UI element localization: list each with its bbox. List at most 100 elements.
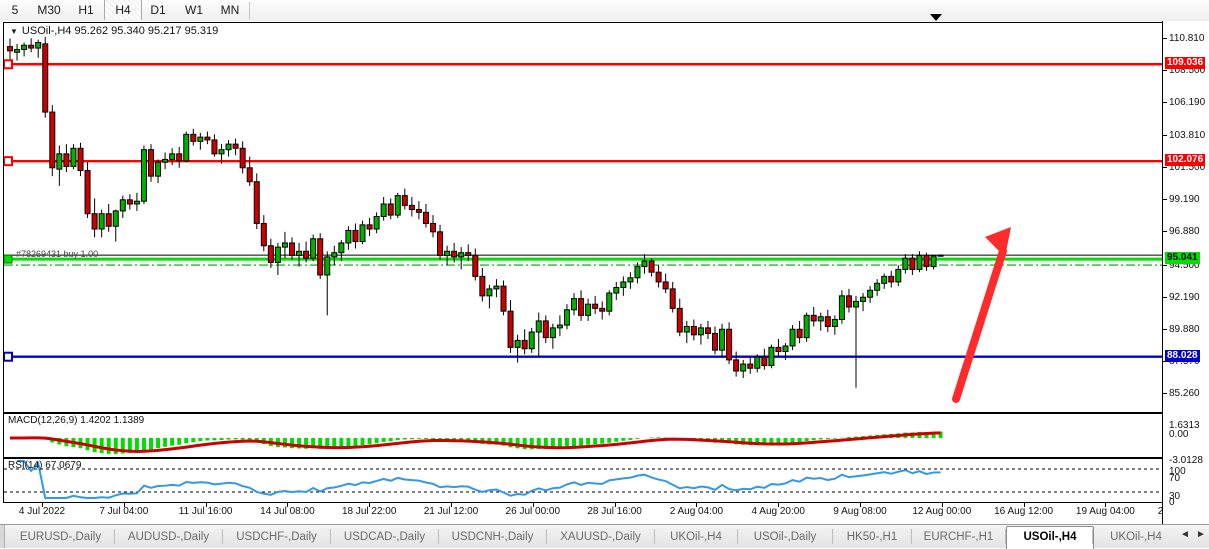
quote-header-text: USOil-,H4 95.262 95.340 95.217 95.319 (21, 25, 219, 37)
price-tick: 92.190 (1163, 292, 1209, 304)
macd-tick: 0.00 (1163, 429, 1209, 441)
time-tick (1105, 503, 1107, 507)
chart-tab-audusd-daily[interactable]: AUDUSD-,Daily (127, 531, 210, 543)
price-level-badge-red[interactable]: 102.076 (1165, 154, 1206, 167)
chart-tab-ukoil-h4[interactable]: UKOil-,H4 (670, 531, 722, 543)
tab-scroll-prev-icon[interactable]: ◄ (1180, 529, 1190, 540)
rsi-tick: 70 (1163, 473, 1209, 485)
chart-tab-usdchf-daily[interactable]: USDCHF-,Daily (236, 531, 317, 543)
macd-tick: -3.0128 (1163, 455, 1209, 467)
chart-tab-ukoil-h4[interactable]: UKOil-,H4 (1110, 531, 1162, 543)
time-tick-label: 11 Jul 16:00 (178, 506, 233, 517)
tab-divider (222, 529, 223, 544)
price-tick: 85.260 (1163, 388, 1209, 400)
rsi-tick: 30 (1163, 491, 1209, 503)
timeframe-5[interactable]: 5 (11, 3, 19, 17)
price-level-badge-green[interactable]: 95.041 (1165, 252, 1200, 265)
timeframe-h4[interactable]: H4 (104, 0, 142, 20)
time-tick (205, 503, 207, 507)
time-tick-label: 9 Aug 08:00 (833, 506, 887, 517)
chart-tab-usdcad-daily[interactable]: USDCAD-,Daily (343, 531, 426, 543)
price-tick: 99.190 (1163, 194, 1209, 206)
time-tick (778, 503, 780, 507)
time-axis: 4 Jul 2022 7 Jul 04:00 11 Jul 16:00 14 Jul … (6, 502, 1209, 524)
rsi-tick: 0 (1163, 497, 1209, 509)
price-tick-label: 110.810 (1169, 32, 1205, 44)
time-tick (614, 503, 616, 507)
rsi-pane[interactable]: RSI(14) 67.0679 (3, 458, 1163, 503)
rsi-tick-label: 30 (1169, 491, 1181, 502)
price-tick-label: 92.190 (1169, 291, 1200, 303)
toolbar-divider (249, 2, 250, 19)
price-scale[interactable]: 110.810 108.500 106.190 103.810 101.500 99.19… (1162, 21, 1209, 525)
macd-tick: 1.6313 (1163, 420, 1209, 432)
chart-tab-hk50-h1[interactable]: HK50-,H1 (846, 531, 898, 543)
price-tick-label: 99.190 (1169, 194, 1200, 206)
time-tick (451, 503, 452, 507)
timeframe-mn[interactable]: MN (220, 3, 240, 17)
time-tick (860, 503, 861, 507)
chart-tab-eurchf-h1[interactable]: EURCHF-,H1 (923, 531, 994, 543)
time-tick-label: 14 Jul 08:00 (260, 506, 315, 517)
timeframe-h1[interactable]: H1 (78, 3, 94, 17)
price-pane[interactable]: #78269431 buy 1.00 ▼ USOil-,H4 95.262 95.… (3, 22, 1163, 413)
price-level-badge-red[interactable]: 109.036 (1165, 57, 1206, 70)
macd-tick-label: 0.00 (1169, 429, 1189, 440)
price-tick: 110.810 (1163, 33, 1209, 45)
chart-tab-eurusd-daily[interactable]: EURUSD-,Daily (19, 531, 102, 543)
chart-shift-marker-icon[interactable] (930, 14, 942, 21)
price-tick-label: 108.500 (1169, 64, 1206, 76)
price-tick-label: 89.880 (1169, 323, 1200, 335)
tab-scroll-next-icon[interactable]: ► (1196, 529, 1206, 540)
tab-divider (1092, 529, 1093, 544)
price-tick-label: 103.810 (1169, 130, 1206, 141)
time-tick-label: 26 Jul 00:00 (505, 506, 561, 517)
quote-header: ▼ USOil-,H4 95.262 95.340 95.217 95.319 (10, 25, 218, 37)
time-tick (123, 503, 125, 507)
rsi-label: RSI(14) 67.0679 (8, 460, 82, 471)
time-tick-label: 19 Aug 04:00 (1075, 506, 1135, 517)
chart-tab-usoil-daily[interactable]: USOil-,Daily (753, 531, 817, 543)
price-tick: 106.190 (1163, 97, 1209, 109)
macd-tick-label: -3.0128 (1169, 455, 1203, 466)
tabbar-left-edge (0, 525, 5, 548)
tab-divider (911, 529, 912, 544)
time-tick (696, 503, 698, 507)
chevron-down-icon[interactable]: ▼ (10, 26, 18, 36)
price-tick: 103.810 (1163, 130, 1209, 142)
chart-tab-xauusd-daily[interactable]: XAUUSD-,Daily (560, 531, 641, 543)
price-tick: 108.500 (1163, 65, 1209, 77)
time-tick (1023, 503, 1025, 507)
rsi-tick-label: 70 (1169, 473, 1181, 484)
tab-divider (330, 529, 331, 544)
price-level-badge-blue[interactable]: 88.028 (1165, 349, 1200, 362)
chart-tab-bar[interactable]: EURUSD-,Daily AUDUSD-,Daily USDCHF-,Daily U… (0, 524, 1209, 549)
timeframe-w1[interactable]: W1 (185, 3, 203, 17)
rsi-tick: 100 (1163, 466, 1209, 478)
time-tick-label: 18 Jul 22:00 (341, 506, 397, 517)
time-tick-label: 4 Aug 20:00 (751, 506, 805, 517)
time-tick (42, 503, 43, 507)
time-tick-label: 28 Jul 16:00 (587, 506, 642, 517)
time-tick-label: 21 Jul 12:00 (423, 506, 479, 517)
price-tick-label: 94.500 (1169, 259, 1200, 271)
timeframe-d1[interactable]: D1 (150, 3, 166, 17)
price-tick: 94.500 (1163, 260, 1209, 272)
tab-divider (654, 529, 655, 544)
tab-divider (737, 529, 738, 544)
rsi-tick-label: 0 (1169, 497, 1175, 508)
chart-tab-usdcnh-daily[interactable]: USDCNH-,Daily (451, 531, 534, 543)
timeframe-m30[interactable]: M30 (37, 3, 61, 17)
time-tick (941, 503, 943, 507)
price-tick-label: 101.500 (1169, 162, 1206, 174)
macd-pane[interactable]: MACD(12,26,9) 1.4202 1.1389 (3, 413, 1163, 458)
time-tick-label: 4 Jul 2022 (18, 506, 66, 517)
chart-area[interactable]: #78269431 buy 1.00 ▼ USOil-,H4 95.262 95.… (0, 21, 1209, 525)
price-tick: 101.500 (1163, 162, 1209, 174)
price-tick: 89.880 (1163, 324, 1209, 336)
tab-divider (438, 529, 439, 544)
macd-label: MACD(12,26,9) 1.4202 1.1389 (8, 415, 145, 426)
chart-tab-usoil-h4[interactable]: USOil-,H4 (1006, 526, 1094, 549)
timeframe-toolbar: 5 M30 H1 H4 D1 W1 MN (0, 0, 1209, 22)
